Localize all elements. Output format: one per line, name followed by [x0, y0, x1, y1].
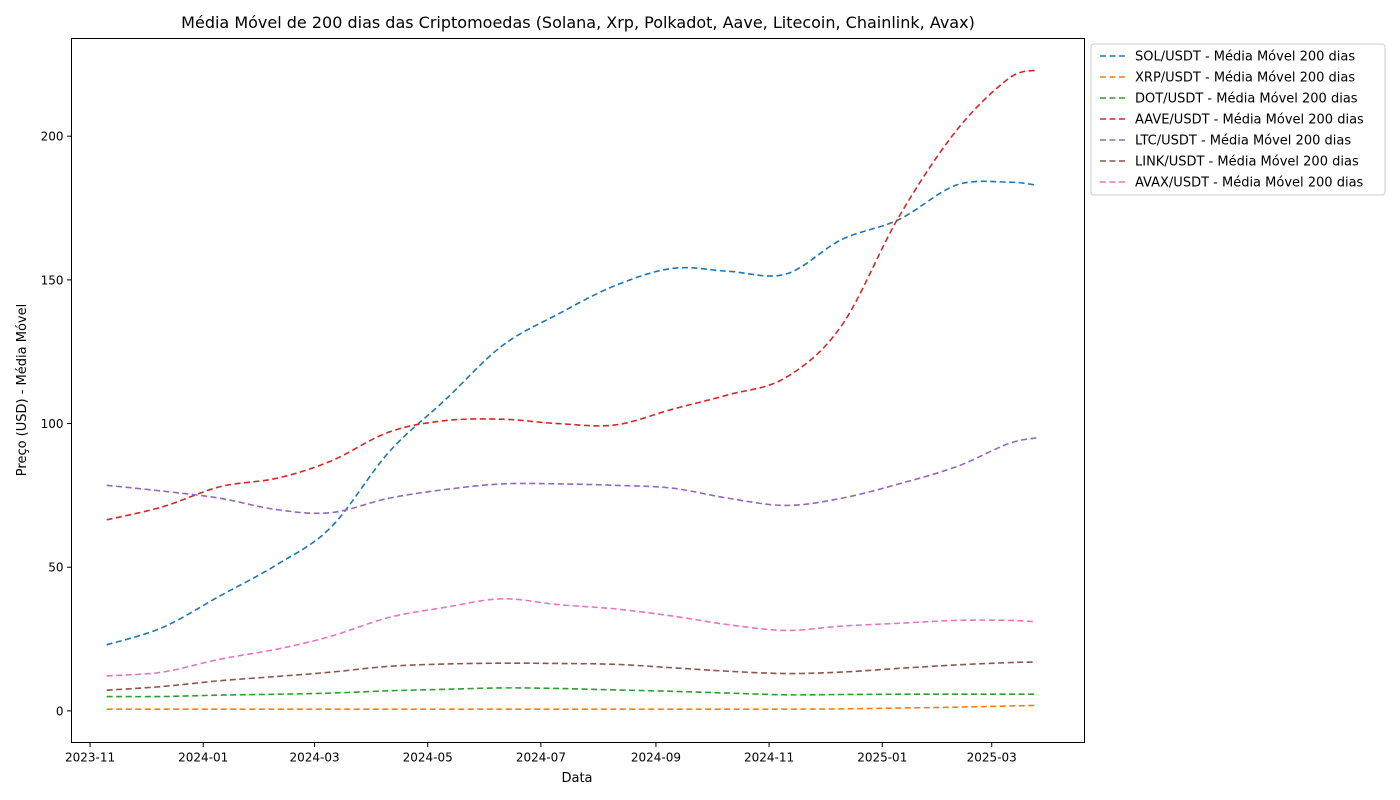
- legend-label-avax: AVAX/USDT - Média Móvel 200 dias: [1135, 176, 1364, 191]
- series-line-xrp: [106, 704, 1037, 710]
- x-tick-label: 2024-09: [631, 751, 681, 765]
- series-line-sol: [106, 180, 1037, 646]
- x-tick-label: 2024-03: [289, 751, 339, 765]
- chart-title: Média Móvel de 200 dias das Criptomoedas…: [181, 13, 975, 32]
- legend: SOL/USDT - Média Móvel 200 dias XRP/USDT …: [1090, 43, 1386, 196]
- x-tick-label: 2024-11: [744, 751, 794, 765]
- x-tick-label: 2024-05: [403, 751, 453, 765]
- x-axis-label: Data: [561, 771, 592, 786]
- plot-area: [71, 38, 1085, 743]
- legend-frame: [1090, 43, 1386, 196]
- series-line-link: [106, 661, 1037, 691]
- legend-label-aave: AAVE/USDT - Média Móvel 200 dias: [1135, 113, 1364, 128]
- x-axis: 2023-11 2024-01 2024-03 2024-05 2024-07 2024-…: [65, 742, 1017, 765]
- y-tick-label: 200: [41, 130, 64, 144]
- y-tick-label: 50: [48, 561, 63, 575]
- legend-label-ltc: LTC/USDT - Média Móvel 200 dias: [1135, 134, 1351, 149]
- series-line-aave: [106, 69, 1037, 521]
- series-lines: [106, 69, 1037, 710]
- legend-label-sol: SOL/USDT - Média Móvel 200 dias: [1135, 50, 1355, 65]
- x-tick-label: 2024-07: [516, 751, 566, 765]
- legend-label-link: LINK/USDT - Média Móvel 200 dias: [1135, 155, 1359, 170]
- y-axis: 0 50 100 150 200: [41, 130, 72, 718]
- y-tick-label: 150: [41, 273, 64, 287]
- y-axis-label: Preço (USD) - Média Móvel: [15, 304, 30, 476]
- legend-label-xrp: XRP/USDT - Média Móvel 200 dias: [1135, 71, 1355, 86]
- y-tick-label: 0: [56, 704, 64, 718]
- y-tick-label: 100: [41, 417, 64, 431]
- x-tick-label: 2024-01: [178, 751, 228, 765]
- series-line-dot: [106, 687, 1037, 698]
- x-tick-label: 2025-01: [857, 751, 907, 765]
- x-tick-label: 2025-03: [967, 751, 1017, 765]
- series-line-avax: [106, 598, 1037, 677]
- x-tick-label: 2023-11: [65, 751, 115, 765]
- legend-label-dot: DOT/USDT - Média Móvel 200 dias: [1135, 92, 1358, 107]
